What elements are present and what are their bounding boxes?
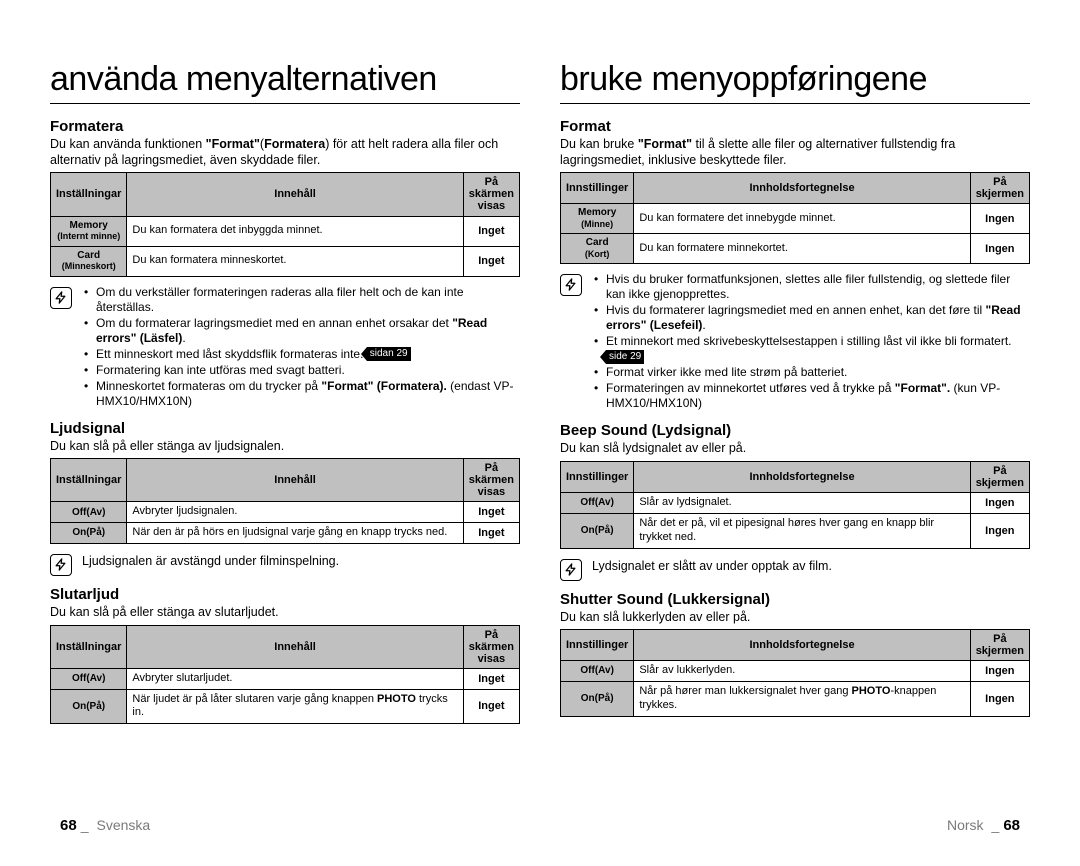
page-number-right: 68: [1003, 817, 1020, 834]
note-icon: [50, 554, 72, 576]
section-intro: Du kan använda funktionen "Format"(Forma…: [50, 137, 520, 168]
left-column: använda menyalternativen Formatera Du kan …: [50, 60, 520, 866]
note-item: Hvis du bruker formatfunksjonen, slettes…: [592, 272, 1030, 302]
note-item: Ett minneskort med låst skyddsflik forma…: [82, 347, 520, 362]
section-heading: Shutter Sound (Lukkersignal): [560, 591, 1030, 608]
table-row: Card(Kort)Du kan formatere minnekortet.I…: [561, 234, 1030, 264]
table-row: Off(Av)Avbryter slutarljudet.Inget: [51, 668, 520, 689]
note-box: Om du verkställer formateringen raderas …: [50, 285, 520, 410]
section-heading: Slutarljud: [50, 586, 520, 603]
section-heading: Ljudsignal: [50, 420, 520, 437]
table-row: On(På)Når det er på, vil et pipesignal h…: [561, 514, 1030, 549]
settings-table: InnstillingerInnholdsfortegnelsePåskjerm…: [560, 172, 1030, 264]
note-box: Hvis du bruker formatfunksjonen, slettes…: [560, 272, 1030, 412]
section-heading: Beep Sound (Lydsignal): [560, 422, 1030, 439]
note-icon: [560, 559, 582, 581]
settings-table: InnstillingerInnholdsfortegnelsePåskjerm…: [560, 461, 1030, 548]
section-intro: Du kan slå lydsignalet av eller på.: [560, 441, 1030, 457]
note-list: Om du verkställer formateringen raderas …: [82, 285, 520, 410]
settings-table: InställningarInnehållPåskärmenvisasOff(A…: [50, 458, 520, 544]
section-intro: Du kan bruke "Format" til å slette alle …: [560, 137, 1030, 168]
table-row: Memory(Minne)Du kan formatere det inneby…: [561, 204, 1030, 234]
note-item: Et minnekort med skrivebeskyttelsestappe…: [592, 334, 1030, 364]
note-item: Format virker ikke med lite strøm på bat…: [592, 365, 1030, 380]
settings-table: InnstillingerInnholdsfortegnelsePåskjerm…: [560, 629, 1030, 716]
note-text: Lydsignalet er slått av under opptak av …: [592, 557, 1030, 575]
note-box: Lydsignalet er slått av under opptak av …: [560, 557, 1030, 581]
section-intro: Du kan slå lukkerlyden av eller på.: [560, 610, 1030, 626]
settings-table: InställningarInnehållPåskärmenvisasMemor…: [50, 172, 520, 276]
table-row: On(På)När den är på hörs en ljudsignal v…: [51, 523, 520, 544]
right-column: bruke menyoppføringene Format Du kan bruke…: [560, 60, 1030, 866]
note-list: Hvis du bruker formatfunksjonen, slettes…: [592, 272, 1030, 412]
section-heading: Format: [560, 118, 1030, 135]
note-item: Hvis du formaterer lagringsmediet med en…: [592, 303, 1030, 333]
left-footer: 68_ Svenska: [60, 817, 154, 834]
table-row: On(På)Når på hører man lukkersignalet hv…: [561, 682, 1030, 717]
note-item: Om du verkställer formateringen raderas …: [82, 285, 520, 315]
note-icon: [50, 287, 72, 309]
table-row: Off(Av)Slår av lukkerlyden.Ingen: [561, 661, 1030, 682]
table-row: Memory(Internt minne)Du kan formatera de…: [51, 216, 520, 246]
right-footer: Norsk _68: [943, 817, 1020, 834]
settings-table: InställningarInnehållPåskärmenvisasOff(A…: [50, 625, 520, 725]
page-number-left: 68: [60, 817, 77, 834]
table-row: On(På)När ljudet är på låter slutaren va…: [51, 689, 520, 724]
note-box: Ljudsignalen är avstängd under filminspe…: [50, 552, 520, 576]
table-row: Card(Minneskort)Du kan formatera minnesk…: [51, 246, 520, 276]
page-container: använda menyalternativen Formatera Du kan …: [0, 0, 1080, 866]
note-item: Formatering kan inte utföras med svagt b…: [82, 363, 520, 378]
note-item: Minneskortet formateras om du trycker på…: [82, 379, 520, 409]
main-title: bruke menyoppføringene: [560, 60, 1030, 104]
page-lang-right: Norsk: [947, 817, 984, 833]
table-row: Off(Av)Avbryter ljudsignalen.Inget: [51, 502, 520, 523]
table-row: Off(Av)Slår av lydsignalet.Ingen: [561, 493, 1030, 514]
note-item: Formateringen av minnekortet utføres ved…: [592, 381, 1030, 411]
page-lang-left: Svenska: [96, 817, 150, 833]
section-heading: Formatera: [50, 118, 520, 135]
section-intro: Du kan slå på eller stänga av ljudsignal…: [50, 439, 520, 455]
note-icon: [560, 274, 582, 296]
note-item: Om du formaterar lagringsmediet med en a…: [82, 316, 520, 346]
section-intro: Du kan slå på eller stänga av slutarljud…: [50, 605, 520, 621]
main-title: använda menyalternativen: [50, 60, 520, 104]
note-text: Ljudsignalen är avstängd under filminspe…: [82, 552, 520, 570]
